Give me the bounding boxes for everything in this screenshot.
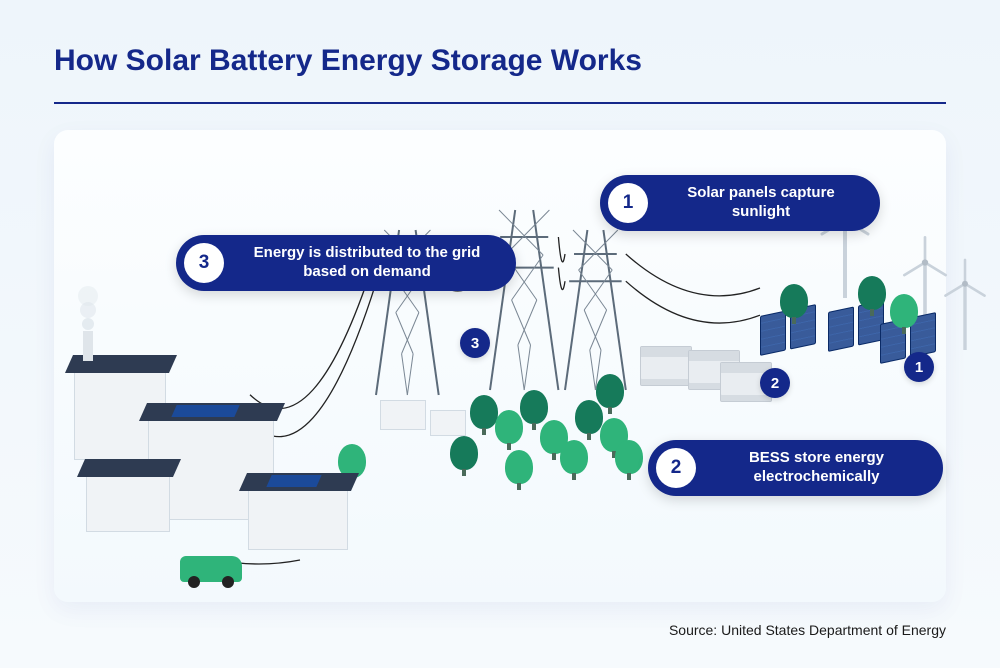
tree — [780, 284, 808, 324]
callout-number-badge: 3 — [184, 243, 224, 283]
callout-number-badge: 2 — [656, 448, 696, 488]
callout-c3: 3 Energy is distributed to the grid base… — [176, 235, 516, 291]
marker-2: 2 — [760, 368, 790, 398]
tree — [858, 276, 886, 316]
tree — [890, 294, 918, 334]
tree — [505, 450, 533, 490]
power-cable — [558, 237, 565, 262]
substation — [380, 400, 426, 430]
ev-car — [180, 556, 242, 582]
battery-container — [640, 346, 692, 386]
substation — [430, 410, 466, 436]
house-building — [248, 486, 348, 550]
callout-label: BESS store energy electrochemically — [712, 449, 921, 487]
callout-c2: 2 BESS store energy electrochemically — [648, 440, 943, 496]
power-cable — [626, 254, 760, 296]
tree — [560, 440, 588, 480]
tree — [495, 410, 523, 450]
warehouse-building — [86, 472, 170, 532]
transmission-pylon — [565, 230, 626, 390]
callout-label: Energy is distributed to the grid based … — [240, 244, 494, 282]
callout-label: Solar panels capture sunlight — [664, 184, 858, 222]
tree — [450, 436, 478, 476]
tree — [470, 395, 498, 435]
marker-1: 1 — [904, 352, 934, 382]
tree — [615, 440, 643, 480]
marker-3: 3 — [460, 328, 490, 358]
tree — [596, 374, 624, 414]
power-cable — [558, 268, 565, 290]
power-cable — [626, 281, 760, 323]
callout-number-badge: 1 — [608, 183, 648, 223]
callout-c1: 1 Solar panels capture sunlight — [600, 175, 880, 231]
